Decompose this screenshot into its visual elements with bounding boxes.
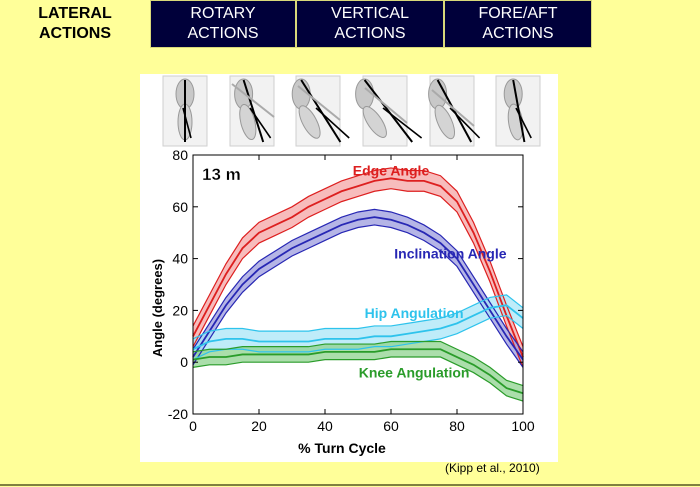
series-upper-line [192,167,524,347]
skier-shank-line [449,107,481,139]
skier-shank-line [182,107,192,139]
skier-shank-line [315,107,350,139]
ski-pole [431,89,475,127]
series-band [193,341,523,402]
series-lower-line [192,224,524,368]
tab-fore-aft-actions[interactable]: FORE/AFT ACTIONS [444,0,592,48]
ski-pole [297,85,341,121]
skier-pose [162,75,208,147]
skier-axis-line [512,79,526,143]
plot-frame [192,154,524,415]
figure-panel: 0 20 40 60 80 100 -20 0 20 40 60 80 Edge Angle Incli… [140,74,558,462]
tab-lateral-actions-label: LATERAL ACTIONS [38,5,112,42]
skier-legs [298,105,321,139]
skier-axis-line [436,79,473,143]
ski-pole [364,87,408,124]
series-band [193,294,523,360]
skier-pose [291,75,350,147]
series-upper-line [192,340,524,387]
skier-pose-strip [140,74,558,150]
tab-rotary-actions-label: ROTARY ACTIONS [187,5,259,42]
series-band [193,209,523,368]
tab-rotary-actions[interactable]: ROTARY ACTIONS [150,0,296,48]
series-lower-line [192,188,524,368]
series-label: Hip Angulation [365,305,464,321]
series-label: Knee Angulation [359,365,470,381]
series-line [192,177,524,358]
tab-vertical-actions-label: VERTICAL ACTIONS [331,5,409,42]
x-tick-label: 0 [189,418,197,434]
y-tick-label: 80 [172,150,188,163]
x-axis-label: % Turn Cycle [298,440,386,456]
tab-bar: LATERAL ACTIONS ROTARY ACTIONS VERTICAL … [0,0,700,50]
x-tick-label: 20 [251,418,267,434]
skier-axis-line [300,79,342,143]
skier-shank-line [515,107,532,139]
y-tick-label: -20 [168,406,188,422]
series-label: Inclination Angle [394,246,506,262]
skier-legs [434,104,456,140]
y-tick-label: 40 [172,251,188,267]
skier-pose [229,75,275,147]
series-lower-line [192,314,524,361]
series-lines [192,167,524,402]
skier-shank-line [382,107,423,139]
tab-fore-aft-actions-label: FORE/AFT ACTIONS [478,5,558,42]
x-tick-label: 60 [383,418,399,434]
skier-shank-line [249,107,272,139]
x-tick-label: 80 [449,418,465,434]
series-lower-line [192,356,524,402]
y-tick-label: 0 [180,354,188,370]
series-upper-line [192,208,524,353]
series-label: Edge Angle [353,163,430,179]
series-band [193,167,523,368]
series-line [192,348,524,395]
skier-axis-line [242,79,265,143]
y-tick-label: 60 [172,199,188,215]
bottom-divider [0,484,700,486]
series-bands [193,167,523,402]
chart-annotation: 13 m [202,165,241,184]
skier-pose [428,75,481,147]
series-labels: Edge Angle Inclination Angle Hip Angulatio… [353,163,507,381]
skier-legs [362,106,387,138]
series-line [192,216,524,361]
skier-legs [239,103,257,141]
citation: (Kipp et al., 2010) [445,461,540,475]
series-upper-line [192,294,524,340]
series-line [192,304,524,351]
skier-pose [495,75,541,147]
skier-axis-line [363,79,413,143]
ski-pole [231,83,275,118]
tab-vertical-actions[interactable]: VERTICAL ACTIONS [296,0,444,48]
y-axis-label: Angle (degrees) [150,259,165,357]
skier-pose [355,75,423,147]
y-tick-label: 20 [172,302,188,318]
tab-lateral-actions[interactable]: LATERAL ACTIONS [0,0,150,48]
x-tick-label: 100 [511,418,535,434]
x-tick-label: 40 [317,418,333,434]
